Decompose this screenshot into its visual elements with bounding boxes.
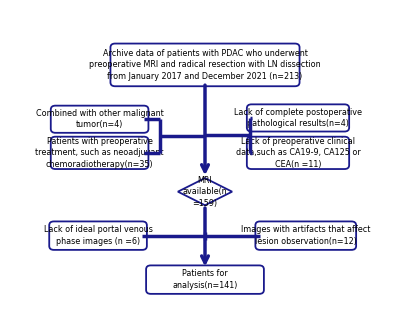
FancyBboxPatch shape — [146, 265, 264, 294]
Text: Lack of ideal portal venous
phase images (n =6): Lack of ideal portal venous phase images… — [44, 225, 152, 246]
FancyBboxPatch shape — [255, 221, 356, 250]
FancyBboxPatch shape — [247, 137, 349, 169]
FancyBboxPatch shape — [110, 44, 300, 86]
Text: Lack of preoperative clinical
data,such as CA19-9, CA125 or
CEA(n =11): Lack of preoperative clinical data,such … — [236, 137, 360, 169]
Text: Archive data of patients with PDAC who underwent
preoperative MRI and radical re: Archive data of patients with PDAC who u… — [89, 49, 321, 81]
FancyBboxPatch shape — [49, 221, 147, 250]
Text: Images with artifacts that affect
lesion observation(n=12): Images with artifacts that affect lesion… — [241, 225, 370, 246]
Text: Patients with preoperative
treatment, such as neoadjuvant
chemoradiotherapy(n=35: Patients with preoperative treatment, su… — [35, 137, 164, 169]
FancyBboxPatch shape — [51, 137, 148, 169]
Text: Lack of complete postoperative
pathological results(n=4): Lack of complete postoperative pathologi… — [234, 108, 362, 128]
FancyBboxPatch shape — [51, 106, 148, 133]
Polygon shape — [178, 178, 232, 205]
Text: Combined with other malignant
tumor(n=4): Combined with other malignant tumor(n=4) — [36, 109, 164, 129]
Text: Patients for
analysis(n=141): Patients for analysis(n=141) — [172, 269, 238, 290]
Text: MRI
available(n
=159): MRI available(n =159) — [183, 176, 227, 208]
FancyBboxPatch shape — [247, 104, 349, 131]
